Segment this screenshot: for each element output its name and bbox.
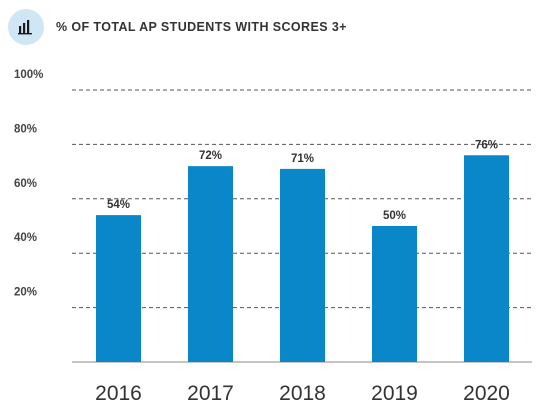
bar-2019 (372, 226, 417, 362)
data-label-2016: 54% (107, 199, 130, 211)
bar-2017 (188, 166, 233, 362)
bar-chart-icon (8, 9, 44, 45)
bar-2018 (280, 168, 325, 362)
data-label-2020: 76% (475, 139, 498, 151)
data-label-2018: 71% (291, 153, 314, 165)
y-tick-label-40: 40% (14, 232, 37, 244)
x-tick-label-2016: 2016 (95, 382, 142, 405)
data-label-2017: 72% (199, 150, 222, 162)
y-tick-label-20: 20% (14, 287, 37, 299)
data-label-2019: 50% (383, 210, 406, 222)
y-tick-label-60: 60% (14, 178, 37, 190)
chart-header: % OF TOTAL AP STUDENTS WITH SCORES 3+ (8, 8, 347, 46)
bar-2016 (96, 215, 141, 362)
x-tick-label-2018: 2018 (279, 382, 326, 405)
y-tick-label-80: 80% (14, 123, 37, 135)
x-tick-label-2020: 2020 (463, 382, 510, 405)
y-tick-label-100: 100% (14, 69, 43, 81)
chart-title: % OF TOTAL AP STUDENTS WITH SCORES 3+ (56, 20, 347, 34)
x-tick-label-2017: 2017 (187, 382, 234, 405)
bar-2020 (464, 155, 509, 362)
x-tick-label-2019: 2019 (371, 382, 418, 405)
